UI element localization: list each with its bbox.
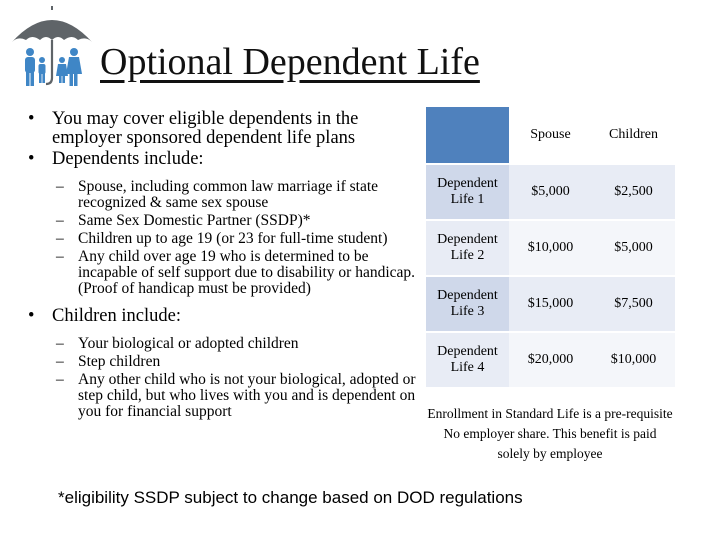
table-row: Dependent Life 3 $15,000 $7,500 (426, 276, 675, 333)
table-header-row: Spouse Children (426, 107, 675, 165)
dependent-life-table: Spouse Children Dependent Life 1 $5,000 … (426, 107, 675, 389)
note-prerequisite: Enrollment in Standard Life is a pre-req… (427, 406, 673, 421)
umbrella-family-logo-icon (12, 6, 92, 86)
eligibility-list: • You may cover eligible dependents in t… (24, 110, 416, 430)
enrollment-note: Enrollment in Standard Life is a pre-req… (426, 404, 674, 464)
spouse-amount: $10,000 (509, 220, 592, 277)
table-row: Dependent Life 4 $20,000 $10,000 (426, 332, 675, 389)
plan-label: Dependent Life 3 (426, 276, 509, 333)
header-children: Children (592, 107, 675, 165)
spouse-amount: $20,000 (509, 332, 592, 389)
page-title: Optional Dependent Life (100, 41, 480, 83)
list-item: – Your biological or adopted children (56, 335, 299, 352)
list-item: – Any child over age 19 who is determined… (56, 248, 416, 297)
list-item: – Spouse, including common law marriage i… (56, 178, 379, 211)
ssdp-footnote: *eligibility SSDP subject to change base… (58, 488, 523, 507)
table-corner-cell (426, 107, 509, 165)
bullet-dependents-include: • Dependents include: (28, 149, 204, 169)
plan-label: Dependent Life 1 (426, 164, 509, 221)
dash-icon: – (56, 212, 64, 229)
bullet-icon: • (28, 109, 35, 129)
header-spouse: Spouse (509, 107, 592, 165)
children-amount: $7,500 (592, 276, 675, 333)
dependents-sublist: – Spouse, including common law marriage i… (54, 179, 416, 297)
note-employee-paid: No employer share. This benefit is paid … (443, 426, 657, 461)
children-sublist: – Your biological or adopted children – St… (54, 336, 416, 420)
dash-icon: – (56, 335, 64, 352)
plan-label: Dependent Life 2 (426, 220, 509, 277)
bullet-icon: • (28, 306, 35, 326)
dash-icon: – (56, 178, 64, 195)
list-item: – Step children (56, 353, 161, 370)
bullet-icon: • (28, 149, 35, 169)
list-item: – Same Sex Domestic Partner (SSDP)* (56, 212, 311, 229)
spouse-amount: $15,000 (509, 276, 592, 333)
bullet-cover-dependents: • You may cover eligible dependents in t… (28, 109, 359, 148)
bullet-children-include: • Children include: (28, 306, 181, 326)
plan-label: Dependent Life 4 (426, 332, 509, 389)
dash-icon: – (56, 371, 64, 388)
spouse-amount: $5,000 (509, 164, 592, 221)
list-item: – Children up to age 19 (or 23 for full-t… (56, 230, 388, 247)
list-item: – Any other child who is not your biologi… (56, 371, 416, 420)
dash-icon: – (56, 230, 64, 247)
children-amount: $10,000 (592, 332, 675, 389)
table-row: Dependent Life 2 $10,000 $5,000 (426, 220, 675, 277)
dash-icon: – (56, 353, 64, 370)
table-row: Dependent Life 1 $5,000 $2,500 (426, 164, 675, 221)
children-amount: $2,500 (592, 164, 675, 221)
dash-icon: – (56, 248, 64, 265)
children-amount: $5,000 (592, 220, 675, 277)
